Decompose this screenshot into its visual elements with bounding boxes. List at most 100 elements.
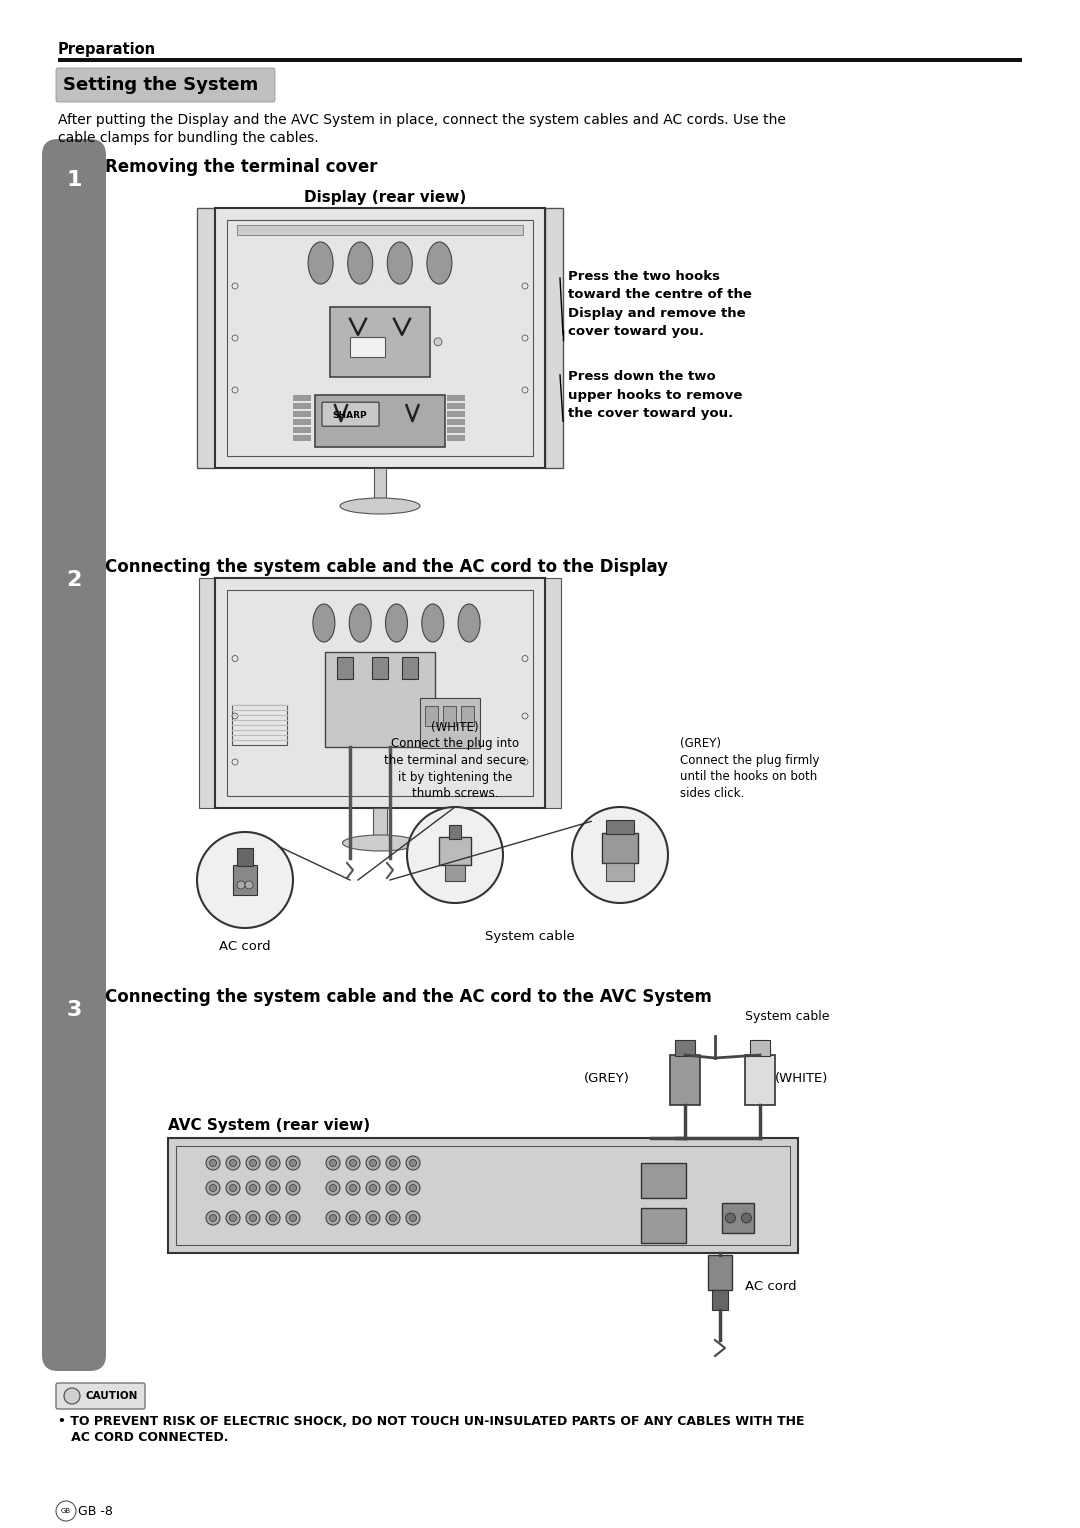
- Circle shape: [350, 1160, 356, 1166]
- Bar: [215, 208, 545, 468]
- Bar: [545, 208, 563, 468]
- Bar: [337, 657, 353, 678]
- Circle shape: [386, 1212, 400, 1225]
- Text: 2: 2: [66, 570, 82, 590]
- Circle shape: [249, 1184, 257, 1192]
- Circle shape: [346, 1157, 360, 1170]
- Ellipse shape: [427, 241, 451, 284]
- Ellipse shape: [349, 604, 372, 642]
- Circle shape: [329, 1215, 337, 1221]
- Bar: [232, 704, 287, 744]
- Circle shape: [266, 1157, 280, 1170]
- Bar: [447, 403, 465, 410]
- Circle shape: [266, 1181, 280, 1195]
- Text: Press down the two
upper hooks to remove
the cover toward you.: Press down the two upper hooks to remove…: [568, 370, 742, 420]
- Bar: [447, 435, 465, 442]
- Circle shape: [741, 1213, 752, 1222]
- Text: AVC System (rear view): AVC System (rear view): [168, 1118, 370, 1132]
- Circle shape: [289, 1215, 297, 1221]
- Text: Preparation: Preparation: [58, 41, 157, 57]
- Circle shape: [386, 1157, 400, 1170]
- Circle shape: [390, 1215, 396, 1221]
- Bar: [176, 1146, 789, 1245]
- Bar: [460, 706, 474, 726]
- Text: System cable: System cable: [745, 1010, 829, 1024]
- FancyBboxPatch shape: [42, 969, 106, 1371]
- Circle shape: [366, 1157, 380, 1170]
- Text: SHARP: SHARP: [333, 411, 367, 420]
- Text: Press the two hooks
toward the centre of the
Display and remove the
cover toward: Press the two hooks toward the centre of…: [568, 270, 752, 339]
- Bar: [712, 1290, 728, 1309]
- Bar: [424, 706, 437, 726]
- Bar: [545, 578, 561, 808]
- Bar: [374, 468, 386, 503]
- Circle shape: [226, 1181, 240, 1195]
- Circle shape: [229, 1215, 237, 1221]
- Circle shape: [210, 1184, 216, 1192]
- Bar: [237, 848, 253, 866]
- Circle shape: [210, 1215, 216, 1221]
- Circle shape: [390, 1160, 396, 1166]
- Bar: [447, 419, 465, 425]
- Ellipse shape: [342, 834, 418, 851]
- Circle shape: [326, 1181, 340, 1195]
- Circle shape: [369, 1215, 377, 1221]
- Bar: [293, 403, 311, 410]
- Circle shape: [245, 882, 253, 889]
- Circle shape: [407, 807, 503, 903]
- Ellipse shape: [422, 604, 444, 642]
- Circle shape: [346, 1212, 360, 1225]
- Circle shape: [350, 1184, 356, 1192]
- Circle shape: [726, 1213, 735, 1222]
- FancyBboxPatch shape: [56, 69, 275, 102]
- Circle shape: [329, 1160, 337, 1166]
- Text: Setting the System: Setting the System: [63, 76, 258, 95]
- Circle shape: [229, 1160, 237, 1166]
- Bar: [640, 1209, 686, 1242]
- Bar: [445, 865, 465, 882]
- Ellipse shape: [340, 498, 420, 513]
- Ellipse shape: [308, 241, 333, 284]
- Bar: [438, 837, 471, 865]
- Bar: [449, 825, 461, 839]
- Bar: [373, 808, 387, 837]
- Text: (GREY): (GREY): [584, 1073, 630, 1085]
- Text: (WHITE)
Connect the plug into
the terminal and secure
it by tightening the
thumb: (WHITE) Connect the plug into the termin…: [384, 721, 526, 801]
- Circle shape: [210, 1160, 216, 1166]
- Bar: [420, 698, 480, 747]
- Bar: [199, 578, 215, 808]
- Bar: [293, 419, 311, 425]
- Text: CAUTION: CAUTION: [86, 1390, 138, 1401]
- Circle shape: [366, 1181, 380, 1195]
- Bar: [215, 578, 545, 808]
- Circle shape: [350, 1215, 356, 1221]
- Circle shape: [369, 1184, 377, 1192]
- Bar: [675, 1041, 696, 1056]
- Circle shape: [369, 1160, 377, 1166]
- Circle shape: [289, 1184, 297, 1192]
- Bar: [602, 833, 638, 863]
- Circle shape: [406, 1212, 420, 1225]
- Circle shape: [286, 1212, 300, 1225]
- Text: Removing the terminal cover: Removing the terminal cover: [105, 157, 378, 176]
- Circle shape: [226, 1212, 240, 1225]
- Circle shape: [246, 1181, 260, 1195]
- Circle shape: [346, 1181, 360, 1195]
- Bar: [227, 590, 534, 796]
- Circle shape: [229, 1184, 237, 1192]
- Circle shape: [286, 1181, 300, 1195]
- Circle shape: [237, 882, 245, 889]
- Circle shape: [406, 1181, 420, 1195]
- Ellipse shape: [458, 604, 481, 642]
- Circle shape: [572, 807, 669, 903]
- Circle shape: [249, 1215, 257, 1221]
- Bar: [227, 220, 534, 455]
- Circle shape: [266, 1212, 280, 1225]
- Text: After putting the Display and the AVC System in place, connect the system cables: After putting the Display and the AVC Sy…: [58, 113, 786, 127]
- Text: AC cord: AC cord: [219, 940, 271, 953]
- Bar: [293, 411, 311, 417]
- Bar: [330, 307, 430, 377]
- FancyBboxPatch shape: [56, 1383, 145, 1409]
- Bar: [237, 225, 523, 235]
- Bar: [233, 865, 257, 895]
